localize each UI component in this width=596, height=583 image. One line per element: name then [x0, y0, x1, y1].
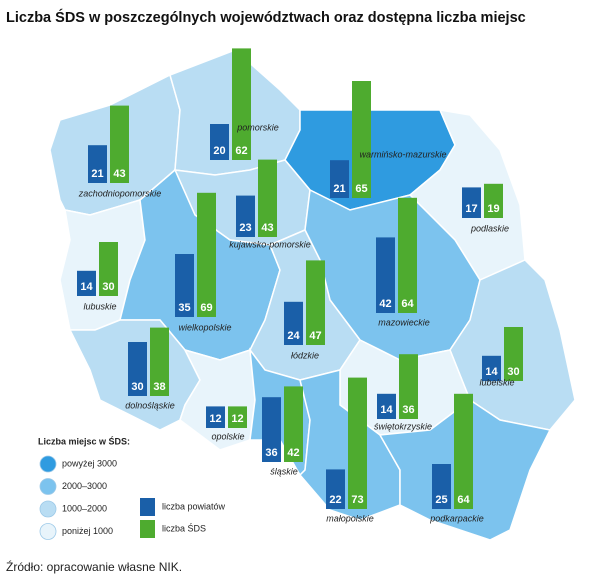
bar	[128, 342, 147, 396]
bar-value: 42	[379, 298, 391, 310]
region-label: małopolskie	[326, 513, 374, 523]
bar-value: 14	[380, 404, 393, 416]
legend-label: liczba ŚDS	[162, 522, 206, 533]
bar	[330, 160, 349, 198]
region-label: lubelskie	[479, 377, 514, 387]
bar	[454, 393, 473, 509]
bar	[99, 242, 118, 296]
bar-value: 36	[265, 447, 277, 459]
bar	[348, 377, 367, 509]
bar	[228, 406, 247, 428]
region-label: opolskie	[211, 431, 244, 441]
region-label: pomorskie	[236, 122, 279, 132]
bar-value: 30	[102, 281, 114, 293]
region-label: łódzkie	[291, 350, 319, 360]
bar-value: 73	[351, 494, 363, 506]
region-label: świętokrzyskie	[374, 421, 432, 431]
legend-label: 1000–2000	[62, 503, 107, 513]
region-label: warmińsko-mazurskie	[359, 149, 446, 159]
bar-value: 36	[402, 404, 414, 416]
region-label: podkarpackie	[429, 513, 484, 523]
bar-value: 25	[435, 494, 447, 506]
bar-value: 38	[153, 381, 165, 393]
bar-value: 69	[200, 302, 212, 314]
bar	[398, 197, 417, 313]
bar-value: 21	[333, 183, 345, 195]
bar-value: 14	[485, 366, 498, 378]
bars: 21 43 zachodniopomorskie 20 62 pomorskie 21 65 w…	[77, 48, 523, 523]
region-label: wielkopolskie	[178, 322, 231, 332]
bar-value: 64	[457, 494, 470, 506]
legend-label: powyżej 3000	[62, 458, 117, 468]
source: Źródło: opracowanie własne NIK.	[6, 559, 182, 574]
bar	[326, 469, 345, 509]
bar-value: 20	[213, 145, 225, 157]
bar-value: 19	[487, 203, 499, 215]
legend-swatch	[39, 455, 57, 473]
bar	[258, 159, 277, 237]
bar	[77, 270, 96, 296]
bar	[484, 183, 503, 218]
legend-label: 2000–3000	[62, 481, 107, 491]
legend: powyżej 3000 2000–3000 1000–2000 poniżej 10…	[39, 455, 226, 540]
region-label: zachodniopomorskie	[78, 188, 162, 198]
bar-value: 23	[239, 222, 251, 234]
bar	[462, 187, 481, 218]
bar	[110, 105, 129, 183]
bar	[236, 195, 255, 237]
region-label: dolnośląskie	[125, 400, 175, 410]
bar-value: 43	[113, 168, 125, 180]
legend-swatch	[39, 500, 57, 518]
bar	[197, 192, 216, 317]
bar	[88, 145, 107, 183]
bar-value: 22	[329, 494, 341, 506]
legend-swatch	[140, 498, 155, 516]
bar	[432, 464, 451, 509]
bar-value: 64	[401, 298, 414, 310]
legend-title: Liczba miejsc w ŚDS:	[38, 435, 130, 446]
bar	[306, 260, 325, 345]
bar-value: 42	[287, 447, 299, 459]
bar	[232, 48, 251, 160]
bar-value: 62	[235, 145, 247, 157]
bar-value: 30	[131, 381, 143, 393]
bar-value: 43	[261, 222, 273, 234]
region-label: kujawsko-pomorskie	[229, 239, 311, 249]
legend-swatch	[140, 520, 155, 538]
bar	[284, 386, 303, 462]
bar-value: 14	[80, 281, 93, 293]
bar	[504, 327, 523, 381]
bar-value: 24	[287, 330, 300, 342]
legend-label: liczba powiatów	[162, 501, 226, 511]
region-label: śląskie	[270, 466, 298, 476]
bar-value: 12	[231, 413, 243, 425]
legend-label: poniżej 1000	[62, 526, 113, 536]
bar	[377, 393, 396, 419]
bar	[376, 237, 395, 313]
bar	[284, 301, 303, 345]
legend-swatch	[39, 478, 57, 495]
bar-value: 17	[465, 203, 477, 215]
bar	[399, 354, 418, 419]
region-label: mazowieckie	[378, 317, 430, 327]
bar-value: 47	[309, 330, 321, 342]
bar-value: 12	[209, 413, 221, 425]
region-label: podlaskie	[470, 223, 509, 233]
legend-swatch	[39, 523, 57, 540]
bar	[352, 81, 371, 198]
bar	[262, 397, 281, 462]
bar-value: 30	[507, 366, 519, 378]
bar-value: 35	[178, 302, 190, 314]
title: Liczba ŚDS w poszczególnych województwac…	[6, 8, 526, 26]
bar	[482, 355, 501, 381]
region-label: lubuskie	[83, 301, 116, 311]
bar	[206, 406, 225, 428]
bar	[210, 124, 229, 160]
bar	[175, 254, 194, 317]
bar-value: 21	[91, 168, 103, 180]
bar-value: 65	[355, 183, 367, 195]
bar	[150, 327, 169, 396]
